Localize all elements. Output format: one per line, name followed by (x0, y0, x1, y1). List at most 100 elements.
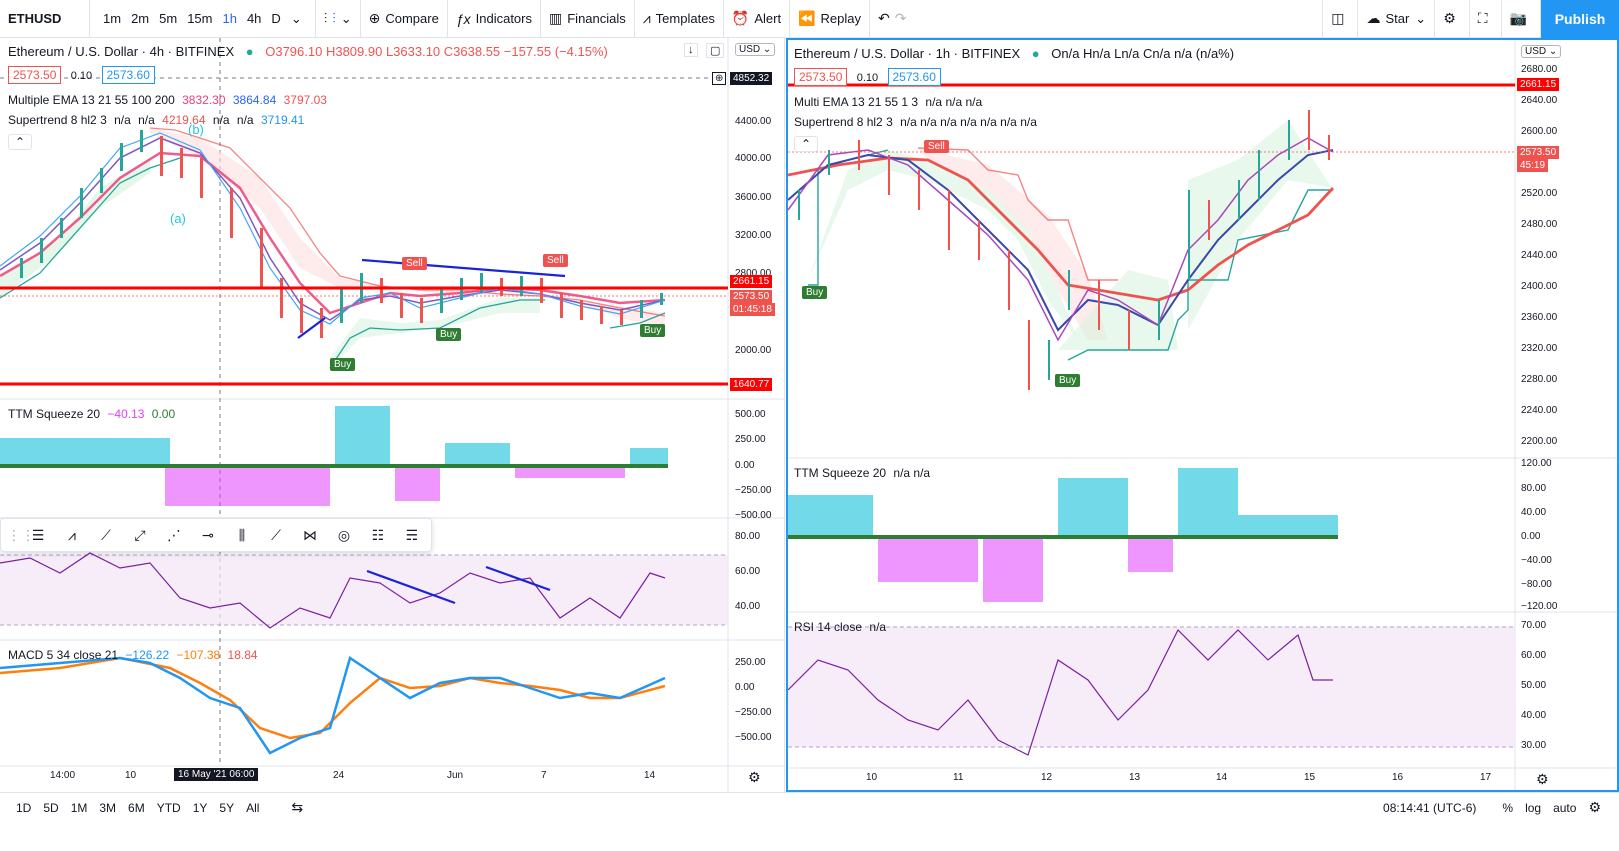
layout-split-icon: ◫ (1331, 10, 1345, 26)
rsi-tick: 60.00 (735, 566, 761, 577)
left-axis-settings-button[interactable]: ⚙ (748, 769, 761, 786)
tf-1m[interactable]: 1m (103, 11, 122, 26)
layout-button[interactable]: ◫ (1322, 0, 1359, 38)
chevron-down-icon[interactable]: ⌄ (290, 10, 302, 26)
undo-icon[interactable]: ↶ (878, 10, 890, 26)
buy-signal: Buy (330, 358, 356, 371)
crosshair-price-tag: 4852.32 (730, 72, 773, 85)
indicators-button[interactable]: ƒx Indicators (448, 0, 541, 38)
range-1m[interactable]: 1M (70, 800, 88, 815)
market-status-icon: ● (245, 44, 254, 59)
clock-timezone[interactable]: 08:14:41 (UTC-6) (1383, 800, 1477, 815)
left-ask-button[interactable]: 2573.60 (101, 66, 155, 84)
right-ask-button[interactable]: 2573.60 (887, 68, 941, 86)
goto-date-icon[interactable]: ⇆ (291, 799, 304, 815)
pattern-icon[interactable]: ⩘ (68, 526, 76, 543)
fib-fan-icon[interactable]: ⋰ (167, 526, 181, 543)
price-tick: 4400.00 (735, 116, 772, 127)
currency-selector[interactable]: USD ⌄ (735, 43, 776, 56)
long-short-icon[interactable]: ⫼ (238, 526, 246, 543)
maximize-button[interactable]: ▢ (706, 43, 725, 58)
collapse-legend-button[interactable]: ⌃ (794, 136, 819, 152)
collapse-legend-button[interactable]: ⌃ (8, 134, 33, 150)
macd-value-2: −107.38 (176, 648, 221, 662)
bar-chart-icon: ▥ (549, 10, 563, 26)
right-axis-settings-button[interactable]: ⚙ (1536, 771, 1549, 788)
left-chart[interactable]: Ethereum / U.S. Dollar · 4h · BITFINEX ●… (0, 38, 785, 792)
range-6m[interactable]: 6M (128, 800, 145, 815)
price-tick: 2600.00 (1521, 126, 1558, 137)
price-tick: 2200.00 (1521, 436, 1558, 447)
tf-4h[interactable]: 4h (246, 11, 262, 26)
range-5y[interactable]: 5Y (219, 800, 235, 815)
right-rsi-legend: RSI 14 close n/a (794, 620, 886, 634)
financials-button[interactable]: ▥ Financials (541, 0, 635, 38)
macd-tick: 0.00 (735, 682, 755, 693)
horizontal-lines-icon[interactable]: ☰ (31, 526, 45, 543)
macd-tick: −250.00 (735, 707, 772, 718)
auto-toggle[interactable]: auto (1553, 800, 1577, 815)
tf-1h[interactable]: 1h (222, 11, 237, 26)
range-all[interactable]: All (246, 800, 260, 815)
gann-icon[interactable]: ◎ (337, 526, 351, 543)
timeframe-group: 1m 2m 5m 15m 1h 4h D ⌄ (90, 0, 316, 38)
log-toggle[interactable]: log (1525, 800, 1542, 815)
bottom-toolbar: 1D 5D 1M 3M 6M YTD 1Y 5Y All ⇆ 08:14:41 … (0, 792, 1619, 822)
line-icon[interactable]: ⟋ (271, 526, 281, 543)
axis-settings-icon[interactable]: ⚙ (1588, 799, 1601, 815)
left-price-axis[interactable]: USD ⌄ 4400.00 4000.00 3600.00 3200.00 28… (735, 38, 784, 792)
add-alert-icon[interactable]: ⊕ (712, 72, 727, 85)
fullscreen-button[interactable]: ⛶ (1470, 0, 1502, 38)
horizontal-ray-icon[interactable]: ⊸ (202, 526, 214, 543)
xabcd-icon[interactable]: ⋈ (303, 526, 317, 543)
abc-pattern-icon[interactable]: ⟋ (101, 526, 111, 543)
left-bid-button[interactable]: 2573.50 (8, 66, 62, 84)
right-bid-button[interactable]: 2573.50 (794, 68, 848, 86)
right-ttm-histogram (788, 468, 1338, 602)
replay-button[interactable]: ⏪ Replay (790, 0, 870, 38)
left-ttm-histogram (0, 406, 668, 506)
ema-values: n/a n/a n/a (925, 95, 983, 109)
fib-retracement-icon[interactable]: ☷ (371, 526, 385, 543)
right-price-axis[interactable]: USD ⌄ 2680.00 2640.00 2600.00 2520.00 24… (1521, 40, 1617, 790)
currency-selector[interactable]: USD ⌄ (1521, 45, 1562, 58)
chart-type-button[interactable]: ⫶ ⫶ ⌄ (316, 0, 361, 38)
range-ytd[interactable]: YTD (156, 800, 181, 815)
ttm-tick: 0.00 (1521, 531, 1541, 542)
settings-button[interactable]: ⚙ (1435, 0, 1470, 38)
right-time-axis[interactable]: 10 11 12 13 14 15 16 17 (788, 770, 1515, 790)
templates-button[interactable]: ⩘ Templates (635, 0, 724, 38)
left-chart-title: Ethereum / U.S. Dollar · 4h · BITFINEX ●… (8, 44, 608, 59)
right-ttm-legend: TTM Squeeze 20 n/a n/a (794, 466, 930, 480)
tf-15m[interactable]: 15m (187, 11, 213, 26)
st-value-5: n/a (236, 113, 254, 127)
star-button[interactable]: ☁ Star ⌄ (1358, 0, 1436, 38)
trend-line-icon[interactable]: ⤢ (134, 526, 146, 543)
snapshot-button[interactable]: 📷 (1502, 0, 1541, 38)
left-time-axis[interactable]: 14:00 10 24 Jun 7 14 16 May '21 06:00 (0, 768, 728, 788)
tf-d[interactable]: D (271, 11, 281, 26)
ema-value-2: 3864.84 (232, 93, 277, 107)
scroll-down-button[interactable]: ↓ (684, 43, 698, 57)
range-5d[interactable]: 5D (43, 800, 59, 815)
compare-button[interactable]: ⊕ Compare (361, 0, 448, 38)
tf-2m[interactable]: 2m (131, 11, 150, 26)
range-1y[interactable]: 1Y (192, 800, 208, 815)
percent-toggle[interactable]: % (1502, 800, 1514, 815)
symbol-search[interactable]: ETHUSD (0, 0, 90, 38)
settings-lines-icon[interactable]: ☴ (405, 526, 419, 543)
redo-icon[interactable]: ↷ (894, 10, 907, 26)
supertrend-label: Supertrend 8 hl2 3 (8, 113, 107, 127)
range-1d[interactable]: 1D (16, 800, 32, 815)
market-status-icon: ● (1031, 46, 1040, 61)
right-title-text: Ethereum / U.S. Dollar · 1h · BITFINEX (794, 46, 1021, 61)
right-chart[interactable]: Ethereum / U.S. Dollar · 1h · BITFINEX ●… (786, 38, 1619, 792)
rewind-icon: ⏪ (798, 10, 816, 26)
alert-button[interactable]: ⏰ Alert (724, 0, 791, 38)
tf-5m[interactable]: 5m (159, 11, 178, 26)
publish-button[interactable]: Publish (1541, 0, 1619, 38)
drag-handle-icon[interactable]: ⋮⋮ (7, 526, 35, 543)
range-3m[interactable]: 3M (99, 800, 117, 815)
rsi-tick: 40.00 (1521, 710, 1547, 721)
st-value-1: n/a (114, 113, 131, 127)
